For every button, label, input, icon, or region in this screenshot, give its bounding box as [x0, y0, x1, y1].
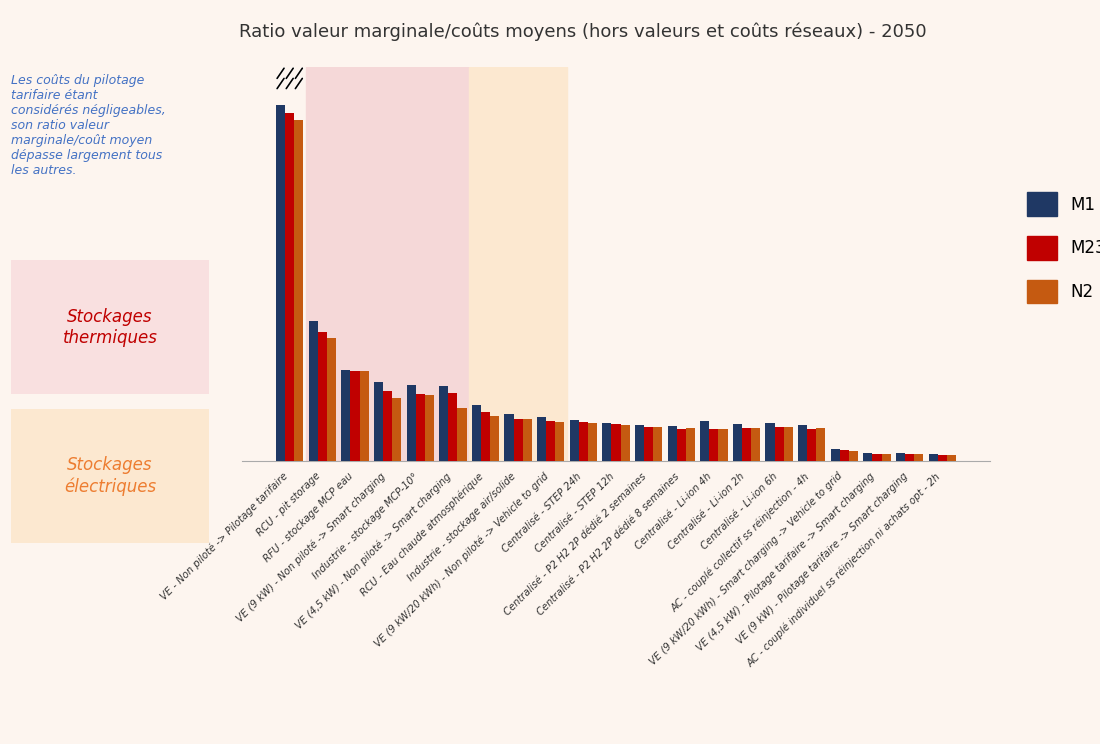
- Bar: [587, 423, 597, 461]
- Bar: [905, 454, 914, 461]
- Bar: [635, 425, 645, 461]
- Bar: [537, 417, 547, 461]
- Bar: [653, 427, 662, 461]
- Bar: [505, 414, 514, 461]
- Bar: [710, 429, 718, 461]
- Bar: [799, 425, 807, 461]
- Bar: [914, 454, 923, 461]
- Bar: [937, 455, 947, 461]
- Bar: [774, 427, 783, 461]
- Bar: [490, 416, 499, 461]
- Bar: [318, 332, 327, 461]
- Bar: [458, 408, 466, 461]
- Bar: [807, 429, 816, 461]
- Text: Les coûts du pilotage
tarifaire étant
considérés négligeables,
son ratio valeur
: Les coûts du pilotage tarifaire étant co…: [11, 74, 166, 177]
- Bar: [881, 454, 891, 461]
- Bar: [766, 423, 774, 461]
- Bar: [276, 105, 285, 461]
- Bar: [864, 453, 872, 461]
- Bar: [514, 419, 522, 461]
- Bar: [351, 371, 360, 461]
- Bar: [839, 450, 849, 461]
- Bar: [547, 420, 556, 461]
- Bar: [579, 422, 587, 461]
- Bar: [645, 427, 653, 461]
- Bar: [309, 321, 318, 461]
- Bar: [676, 429, 685, 461]
- Bar: [556, 422, 564, 461]
- Bar: [472, 405, 481, 461]
- Bar: [816, 429, 825, 461]
- Bar: [620, 425, 629, 461]
- Bar: [416, 394, 425, 461]
- Bar: [481, 412, 490, 461]
- Bar: [425, 395, 433, 461]
- Bar: [718, 429, 727, 461]
- Bar: [306, 67, 470, 461]
- Bar: [668, 426, 676, 461]
- Bar: [701, 420, 710, 461]
- Bar: [570, 420, 579, 461]
- Bar: [374, 382, 383, 461]
- Bar: [407, 385, 416, 461]
- Bar: [393, 398, 402, 461]
- Bar: [285, 113, 295, 461]
- Bar: [742, 429, 751, 461]
- Bar: [928, 455, 937, 461]
- Bar: [685, 428, 695, 461]
- Bar: [449, 393, 458, 461]
- Legend: M1, M23, N2: M1, M23, N2: [1021, 186, 1100, 310]
- Bar: [603, 423, 612, 461]
- Bar: [470, 67, 568, 461]
- Bar: [733, 424, 742, 461]
- Bar: [612, 424, 620, 461]
- Text: Ratio valeur marginale/coûts moyens (hors valeurs et coûts réseaux) - 2050: Ratio valeur marginale/coûts moyens (hor…: [239, 22, 927, 41]
- Bar: [383, 391, 393, 461]
- Bar: [783, 427, 793, 461]
- Bar: [896, 453, 905, 461]
- Bar: [830, 449, 839, 461]
- Bar: [360, 371, 368, 461]
- Bar: [947, 455, 956, 461]
- Text: Stockages
électriques: Stockages électriques: [64, 457, 156, 496]
- Bar: [341, 370, 351, 461]
- Bar: [327, 338, 336, 461]
- Bar: [849, 451, 858, 461]
- Text: Stockages
thermiques: Stockages thermiques: [63, 308, 157, 347]
- Bar: [295, 121, 304, 461]
- Bar: [522, 420, 531, 461]
- Bar: [872, 454, 881, 461]
- Bar: [751, 429, 760, 461]
- Bar: [439, 386, 449, 461]
